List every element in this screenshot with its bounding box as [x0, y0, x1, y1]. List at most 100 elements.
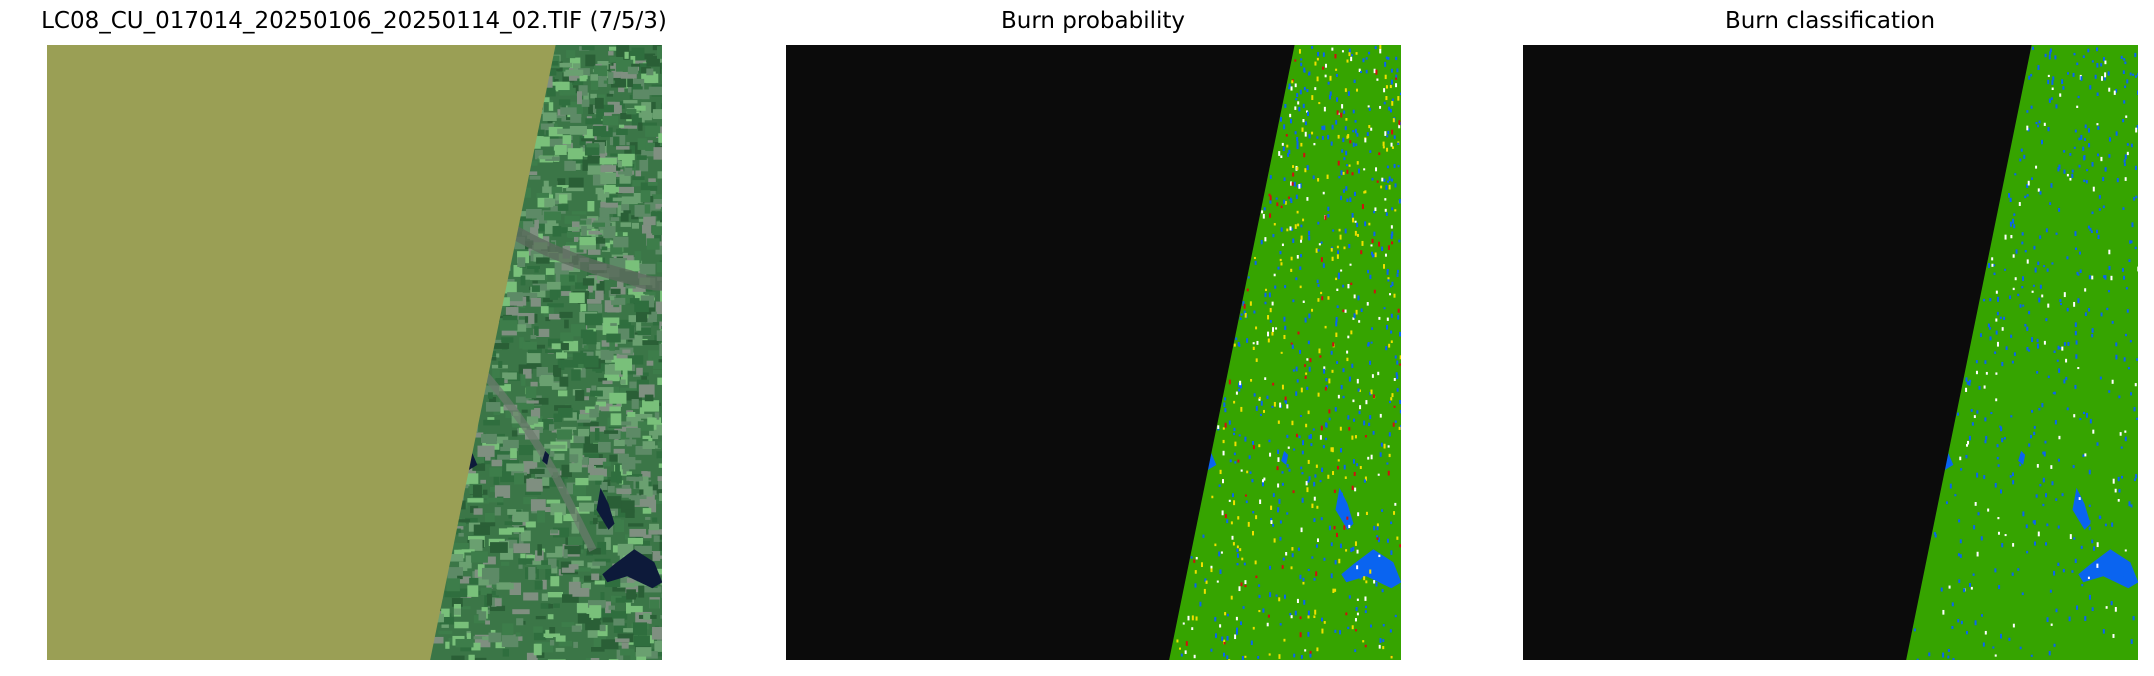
land-texture-patch [618, 124, 625, 128]
pixel-speckle [1243, 303, 1246, 309]
pixel-speckle [2069, 177, 2072, 181]
pixel-speckle [1397, 308, 1400, 313]
pixel-speckle [1262, 479, 1265, 484]
land-texture-patch [603, 184, 616, 194]
pixel-speckle [1987, 508, 1990, 512]
land-texture-patch [609, 406, 621, 412]
pixel-speckle [2083, 156, 2086, 161]
pixel-speckle [1396, 536, 1399, 540]
land-texture-patch [491, 459, 503, 467]
land-texture-patch [489, 396, 497, 405]
pixel-speckle [1283, 594, 1286, 599]
pixel-speckle [1350, 282, 1353, 286]
land-texture-patch [491, 597, 497, 607]
pixel-speckle [2128, 259, 2131, 263]
pixel-speckle [2096, 123, 2099, 126]
pixel-speckle [1299, 254, 1302, 258]
land-texture-patch [467, 498, 484, 503]
pixel-speckle [1176, 639, 1179, 643]
land-texture-patch [609, 392, 627, 404]
land-texture-patch [591, 646, 605, 652]
pixel-speckle [1298, 49, 1301, 54]
pixel-speckle [1369, 391, 1372, 396]
pixel-speckle [1353, 471, 1356, 476]
pixel-speckle [2090, 230, 2093, 234]
pixel-speckle [1345, 164, 1348, 167]
land-texture-patch [612, 611, 628, 620]
pixel-speckle [1393, 163, 1396, 168]
pixel-speckle [1916, 658, 1919, 660]
land-texture-patch [569, 448, 583, 460]
pixel-speckle [2131, 222, 2134, 228]
pixel-speckle [1216, 580, 1219, 583]
land-texture-patch [599, 207, 610, 218]
pixel-speckle [1303, 86, 1306, 91]
pixel-speckle [1303, 67, 1306, 73]
land-texture-patch [610, 413, 622, 426]
pixel-speckle [1374, 207, 1377, 212]
pixel-speckle [1353, 191, 1356, 197]
land-texture-patch [515, 324, 527, 332]
pixel-speckle [1377, 537, 1380, 543]
pixel-speckle [1271, 331, 1274, 336]
pixel-speckle [1312, 175, 1315, 180]
land-texture-patch [566, 482, 577, 495]
pixel-speckle [1330, 350, 1333, 355]
pixel-speckle [1976, 472, 1979, 478]
pixel-speckle [1235, 631, 1238, 635]
pixel-speckle [1293, 448, 1296, 451]
pixel-speckle [1347, 626, 1350, 630]
pixel-speckle [2130, 504, 2133, 508]
pixel-speckle [2084, 616, 2087, 622]
land-texture-patch [600, 172, 617, 185]
pixel-speckle [1275, 594, 1278, 597]
pixel-speckle [1347, 283, 1350, 289]
pixel-speckle [1330, 447, 1333, 452]
pixel-speckle [2094, 74, 2097, 79]
burn-probability-image [786, 45, 1401, 660]
pixel-speckle [1247, 276, 1250, 279]
pixel-speckle [2120, 55, 2123, 60]
pixel-speckle [1390, 563, 1393, 569]
pixel-speckle [1316, 136, 1319, 139]
pixel-speckle [1942, 652, 1945, 658]
land-texture-patch [517, 257, 526, 268]
land-texture-patch [576, 419, 591, 423]
pixel-speckle [1346, 350, 1349, 354]
pixel-speckle [1273, 273, 1276, 277]
pixel-speckle [2009, 197, 2012, 203]
pixel-speckle [1370, 556, 1373, 560]
land-texture-patch [551, 429, 558, 433]
pixel-speckle [1280, 351, 1283, 354]
pixel-speckle [1379, 638, 1382, 643]
pixel-speckle [1269, 452, 1272, 457]
pixel-speckle [1210, 648, 1213, 652]
pixel-speckle [2026, 259, 2029, 264]
pixel-speckle [1326, 174, 1329, 179]
pixel-speckle [2045, 493, 2048, 498]
pixel-speckle [1384, 253, 1387, 257]
land-texture-patch [652, 498, 662, 504]
pixel-speckle [1274, 285, 1277, 289]
pixel-speckle [1332, 342, 1335, 347]
land-texture-patch [590, 93, 597, 99]
pixel-speckle [2047, 375, 2050, 379]
pixel-speckle [1290, 86, 1293, 91]
pixel-speckle [1339, 543, 1342, 549]
river-valley [485, 211, 662, 291]
pixel-speckle [1238, 343, 1241, 347]
land-texture-patch [558, 407, 573, 418]
land-texture-patch [620, 577, 627, 586]
pixel-speckle [1372, 394, 1375, 399]
pixel-speckle [1294, 131, 1297, 135]
pixel-speckle [1305, 481, 1308, 486]
pixel-speckle [1948, 585, 1951, 589]
land-texture-patch [585, 658, 595, 660]
pixel-speckle [1389, 84, 1392, 89]
land-texture-patch [526, 554, 535, 559]
pixel-speckle [1302, 103, 1305, 109]
pixel-speckle [1298, 435, 1301, 439]
pixel-speckle [1311, 131, 1314, 135]
pixel-speckle [2083, 138, 2086, 141]
pixel-speckle [2129, 240, 2132, 244]
